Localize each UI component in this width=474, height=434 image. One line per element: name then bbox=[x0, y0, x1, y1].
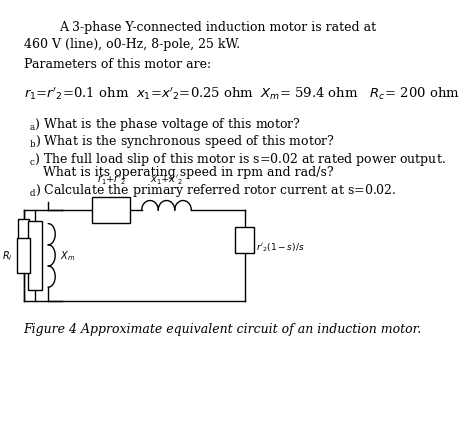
Text: What is its operating speed in rpm and rad/s?: What is its operating speed in rpm and r… bbox=[43, 166, 333, 179]
Bar bbox=[235, 228, 254, 253]
Text: $R_i$: $R_i$ bbox=[1, 249, 12, 263]
Bar bbox=[17, 239, 30, 273]
Bar bbox=[28, 221, 42, 290]
Text: 460 V (line), o0-Hz, 8-pole, 25 kW.: 460 V (line), o0-Hz, 8-pole, 25 kW. bbox=[24, 38, 240, 51]
Text: A 3-phase Y-connected induction motor is rated at: A 3-phase Y-connected induction motor is… bbox=[59, 21, 376, 34]
Text: $\mathregular{_c}$) The full load slip of this motor is s=0.02 at rated power ou: $\mathregular{_c}$) The full load slip o… bbox=[29, 150, 446, 167]
Text: Parameters of this motor are:: Parameters of this motor are: bbox=[24, 57, 211, 70]
Text: $X_m$: $X_m$ bbox=[60, 249, 75, 263]
Text: $r'_2(1-s)/s$: $r'_2(1-s)/s$ bbox=[256, 241, 305, 253]
Text: $x_1$+$x'_2$: $x_1$+$x'_2$ bbox=[150, 173, 183, 187]
Text: $\mathregular{_d}$) Calculate the primary referred rotor current at s=0.02.: $\mathregular{_d}$) Calculate the primar… bbox=[29, 182, 397, 199]
Bar bbox=[92, 197, 130, 224]
Bar bbox=[18, 219, 29, 245]
Text: $r_1$+$r'_2$: $r_1$+$r'_2$ bbox=[97, 173, 126, 187]
Text: $\mathregular{_a}$) What is the phase voltage of this motor?: $\mathregular{_a}$) What is the phase vo… bbox=[29, 116, 301, 133]
Text: $r_1$=$r'_2$=0.1 ohm  $x_1$=$x'_2$=0.25 ohm  $X_m$= 59.4 ohm   $R_c$= 200 ohm: $r_1$=$r'_2$=0.1 ohm $x_1$=$x'_2$=0.25 o… bbox=[24, 85, 459, 102]
Text: $\mathregular{_b}$) What is the synchronous speed of this motor?: $\mathregular{_b}$) What is the synchron… bbox=[29, 133, 335, 150]
Text: Figure 4 Approximate equivalent circuit of an induction motor.: Figure 4 Approximate equivalent circuit … bbox=[24, 322, 422, 335]
